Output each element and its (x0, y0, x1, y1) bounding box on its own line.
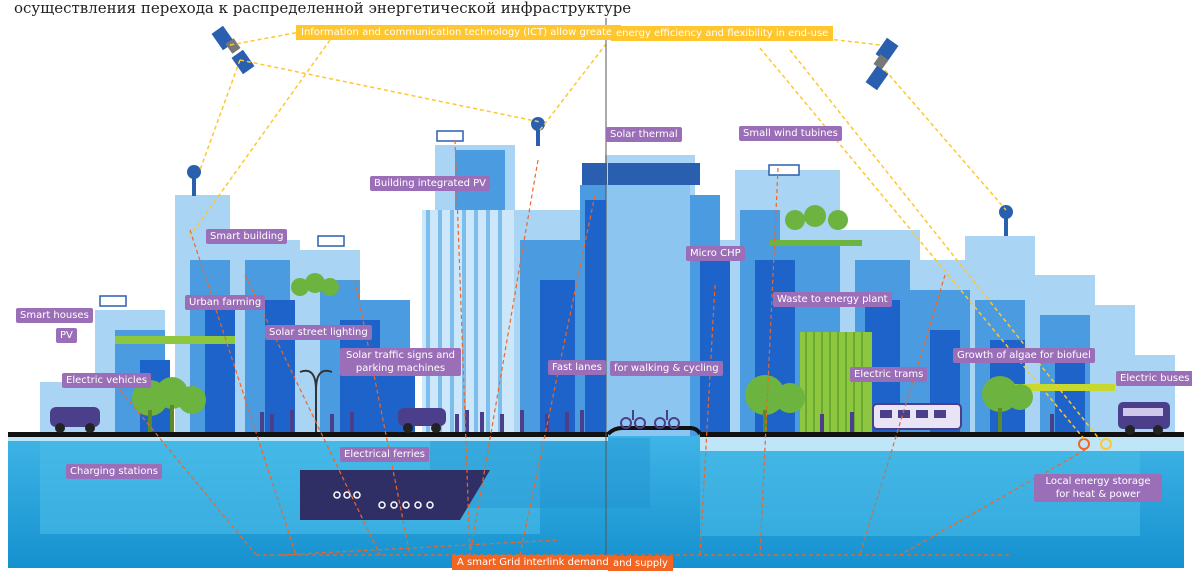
road-bridge (606, 426, 702, 436)
satellite-dishes (187, 117, 1013, 236)
trees (132, 205, 1033, 416)
page-caption: осуществления перехода к распределенной … (14, 0, 632, 17)
road (8, 432, 608, 437)
ict-label-right: energy efficiency and flexibility in end… (611, 26, 834, 41)
label-solar-thermal: Solar thermal (606, 127, 682, 142)
wind-turbines (99, 130, 800, 307)
label-waste-to-energy: Waste to energy plant (773, 292, 892, 307)
smart-grid-label-left: A smart Grid interlink demand (452, 555, 614, 570)
label-electric-buses: Electric buses (1116, 371, 1192, 386)
solar-thermal-panel-small (582, 163, 607, 185)
label-walking-cycling: for walking & cycling (610, 361, 723, 376)
cyclists (620, 410, 680, 429)
smart-grid-lines (119, 139, 1086, 556)
waste-plant-lines (805, 332, 863, 436)
electric-tram (872, 403, 962, 430)
label-local-storage: Local energy storage for heat & power (1034, 474, 1162, 502)
algae-tube (1015, 384, 1115, 391)
label-electric-vehicles: Electric vehicles (62, 373, 152, 388)
label-electrical-ferries: Electrical ferries (340, 447, 430, 462)
electrical-ferry (300, 470, 490, 520)
solar-thermal-panel (608, 163, 700, 185)
label-micro-chp: Micro CHP (686, 246, 745, 261)
electric-bus (1118, 402, 1170, 435)
label-smart-building: Smart building (206, 229, 288, 244)
solar-thermal-building (606, 183, 690, 436)
quay-left (8, 437, 608, 441)
label-charging-stations: Charging stations (66, 464, 162, 479)
satellite-left (211, 25, 255, 75)
label-electric-trams: Electric trams (850, 367, 928, 382)
green-roof-right (770, 240, 862, 246)
label-building-integrated-pv: Building integrated PV (370, 176, 490, 191)
label-solar-traffic-signs: Solar traffic signs and parking machines (340, 348, 461, 376)
label-pv: PV (56, 328, 77, 343)
label-smart-houses: Smart houses (16, 308, 93, 323)
green-roof-left (115, 336, 235, 344)
smart-grid-label-right: and supply (608, 556, 673, 571)
electric-car-center (398, 408, 446, 433)
pv-tower (422, 210, 514, 436)
electric-car-left (50, 407, 100, 433)
label-fast-lanes: Fast lanes (548, 360, 606, 375)
waste-plant (800, 332, 872, 436)
satellite-right (865, 37, 899, 91)
tree-trunks (148, 405, 1002, 436)
label-small-wind: Small wind tubines (739, 126, 842, 141)
ict-label-left: Information and communication technology… (296, 25, 622, 40)
label-solar-street-lighting: Solar street lighting (265, 325, 372, 340)
label-algae-biofuel: Growth of algae for biofuel (953, 348, 1095, 363)
street-lamps (299, 369, 333, 432)
road-right (700, 432, 1184, 437)
ict-network-lines (189, 31, 1101, 441)
label-urban-farming: Urban farming (185, 295, 266, 310)
quay-right (700, 437, 1184, 451)
